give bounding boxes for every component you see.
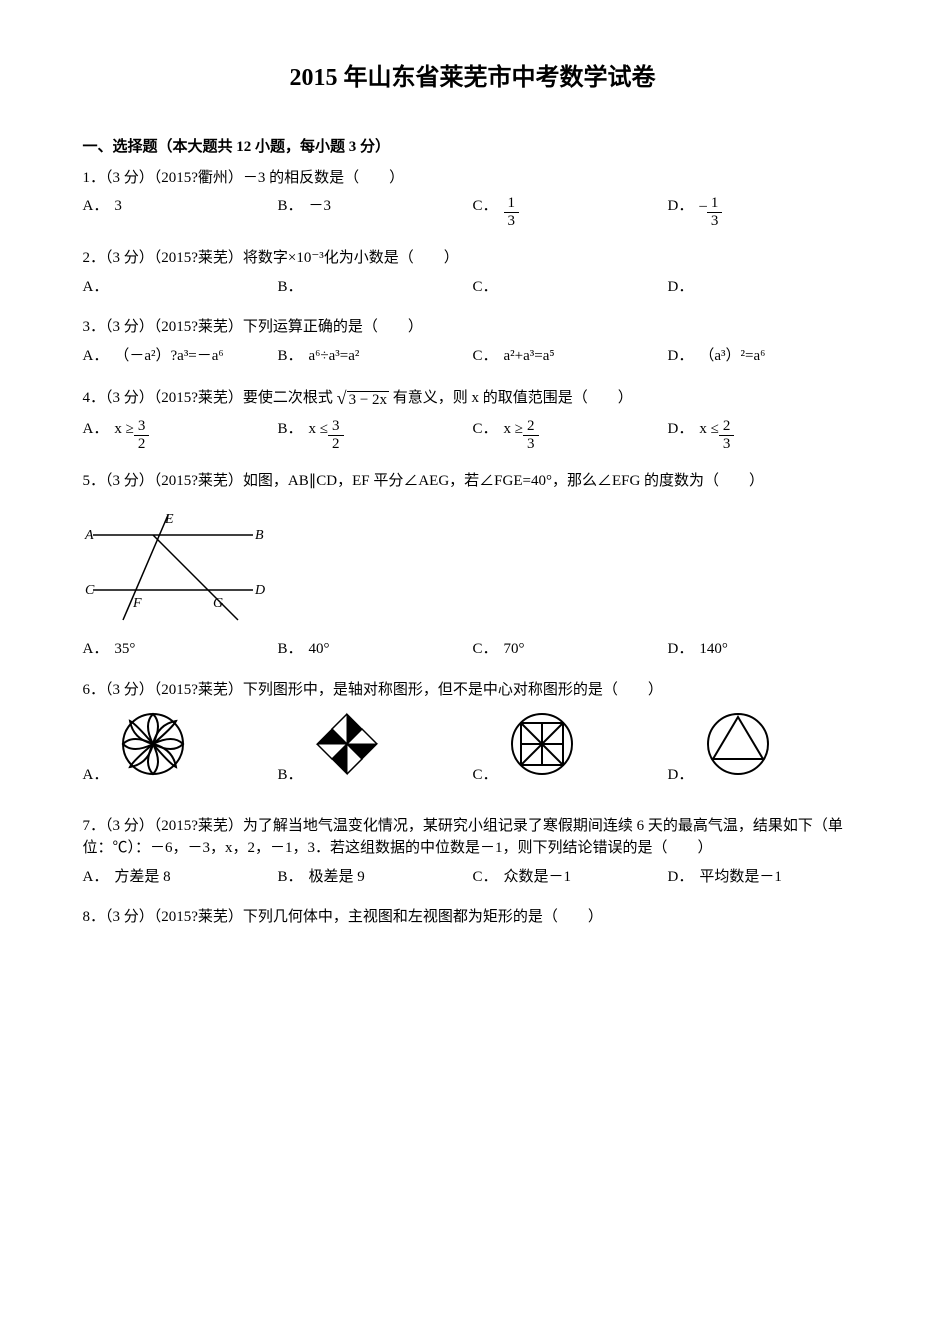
q5-figure: A B C D E F G xyxy=(83,505,273,625)
q6-option-a: A． xyxy=(83,707,278,787)
q5-option-b: B． 40° xyxy=(278,638,473,661)
q7-option-b: B． 极差是 9 xyxy=(278,866,473,889)
q4-option-b: B． x ≤ 3 2 xyxy=(278,418,473,452)
q1-option-d: D． – 1 3 xyxy=(668,195,863,229)
q8-stem: 8．（3 分）（2015?莱芜）下列几何体中，主视图和左视图都为矩形的是（ ） xyxy=(83,906,863,929)
q7-stem: 7．（3 分）（2015?莱芜）为了解当地气温变化情况，某研究小组记录了寒假期间… xyxy=(83,815,863,860)
q2-option-a: A． xyxy=(83,276,278,299)
section-1-header: 一、选择题（本大题共 12 小题，每小题 3 分） xyxy=(83,136,863,159)
svg-text:D: D xyxy=(254,583,265,598)
q1-d-frac: 1 3 xyxy=(707,195,723,229)
svg-text:C: C xyxy=(85,583,95,598)
svg-text:A: A xyxy=(84,528,94,543)
q6-shape-c-icon xyxy=(507,709,577,779)
q3-options: A． （－a²）?a³=－a⁶ B． a⁶÷a³=a² C． a²+a³=a⁵ … xyxy=(83,345,863,368)
q1-b-text: －3 xyxy=(309,195,332,218)
q1-option-b: B． －3 xyxy=(278,195,473,229)
q2-options: A． B． C． D． xyxy=(83,276,863,299)
q3-option-a: A． （－a²）?a³=－a⁶ xyxy=(83,345,278,368)
q1-option-a: A． 3 xyxy=(83,195,278,229)
q6-stem: 6．（3 分）（2015?莱芜）下列图形中，是轴对称图形，但不是中心对称图形的是… xyxy=(83,679,863,702)
q5-option-c: C． 70° xyxy=(473,638,668,661)
opt-label-a: A． xyxy=(83,195,109,218)
q7-option-c: C． 众数是－1 xyxy=(473,866,668,889)
q4-option-a: A． x ≥ 3 2 xyxy=(83,418,278,452)
q4-stem: 4．（3 分）（2015?莱芜）要使二次根式 √3 − 2x 有意义，则 x 的… xyxy=(83,385,863,412)
q1-c-frac: 1 3 xyxy=(504,195,520,229)
q4-option-c: C． x ≥ 2 3 xyxy=(473,418,668,452)
q4-sqrt: √3 − 2x xyxy=(337,385,389,412)
q2-option-d: D． xyxy=(668,276,863,299)
opt-label-c: C． xyxy=(473,195,498,218)
q5-option-d: D． 140° xyxy=(668,638,863,661)
q6-shape-d-icon xyxy=(703,709,773,779)
q1-options: A． 3 B． －3 C． 1 3 D． – 1 3 xyxy=(83,195,863,229)
q1-d-prefix: – xyxy=(699,195,707,218)
svg-text:B: B xyxy=(255,528,264,543)
q3-option-d: D． （a³）²=a⁶ xyxy=(668,345,863,368)
opt-label-d: D． xyxy=(668,195,694,218)
q5-stem: 5．（3 分）（2015?莱芜）如图，AB∥CD，EF 平分∠AEG，若∠FGE… xyxy=(83,470,863,493)
q3-option-b: B． a⁶÷a³=a² xyxy=(278,345,473,368)
svg-text:E: E xyxy=(164,512,174,527)
q3-option-c: C． a²+a³=a⁵ xyxy=(473,345,668,368)
q4-option-d: D． x ≤ 2 3 xyxy=(668,418,863,452)
q2-stem: 2．（3 分）（2015?莱芜）将数字×10⁻³化为小数是（ ） xyxy=(83,247,863,270)
svg-text:F: F xyxy=(132,596,142,611)
svg-text:G: G xyxy=(213,596,223,611)
q6-option-b: B． xyxy=(278,707,473,787)
q2-option-c: C． xyxy=(473,276,668,299)
q4-options: A． x ≥ 3 2 B． x ≤ 3 2 C． x ≥ 2 3 D． x ≤ … xyxy=(83,418,863,452)
q1-option-c: C． 1 3 xyxy=(473,195,668,229)
q7-option-d: D． 平均数是－1 xyxy=(668,866,863,889)
q6-shape-a-icon xyxy=(118,709,188,779)
q2-option-b: B． xyxy=(278,276,473,299)
q6-shape-b-icon xyxy=(312,709,382,779)
q3-stem: 3．（3 分）（2015?莱芜）下列运算正确的是（ ） xyxy=(83,316,863,339)
q6-options: A． B． xyxy=(83,707,863,787)
q1-a-text: 3 xyxy=(114,195,122,218)
page-title: 2015 年山东省莱芜市中考数学试卷 xyxy=(83,60,863,96)
q5-option-a: A． 35° xyxy=(83,638,278,661)
q1-stem: 1．（3 分）（2015?衢州）－3 的相反数是（ ） xyxy=(83,167,863,190)
q7-options: A． 方差是 8 B． 极差是 9 C． 众数是－1 D． 平均数是－1 xyxy=(83,866,863,889)
q7-option-a: A． 方差是 8 xyxy=(83,866,278,889)
q6-option-d: D． xyxy=(668,707,863,787)
opt-label-b: B． xyxy=(278,195,303,218)
q6-option-c: C． xyxy=(473,707,668,787)
q5-options: A． 35° B． 40° C． 70° D． 140° xyxy=(83,638,863,661)
